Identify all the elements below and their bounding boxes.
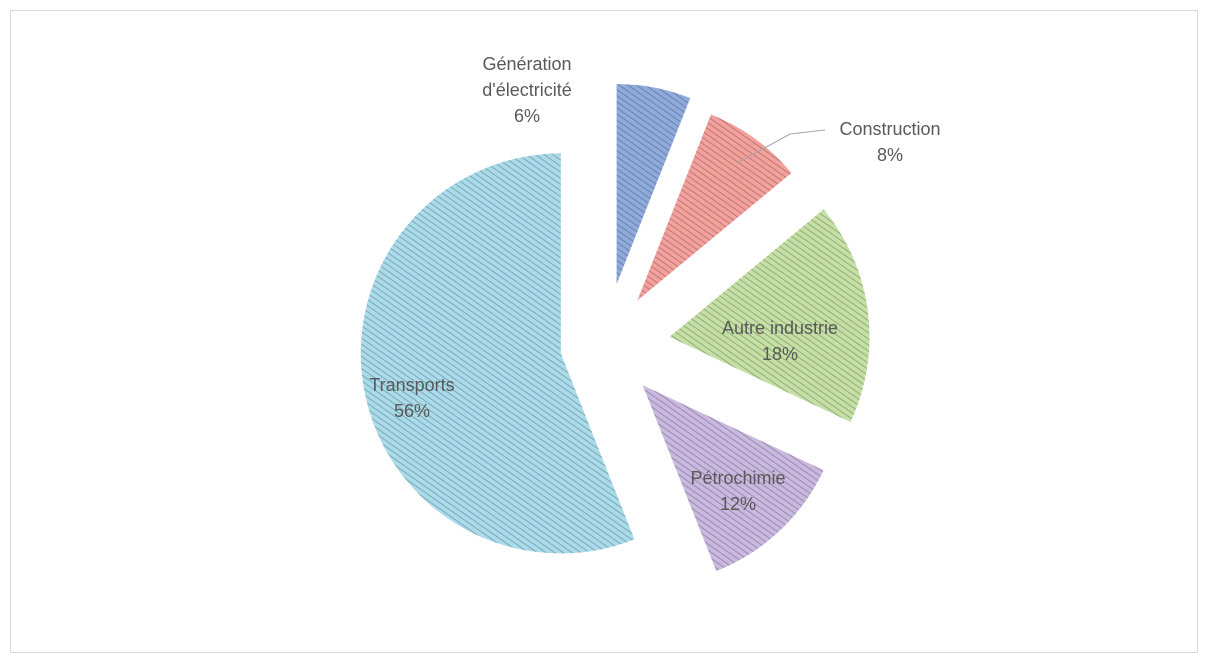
category-label: Pétrochimie [690,468,786,488]
pie-slice [637,114,792,301]
percent-label: 12% [719,494,757,514]
pie-slice [669,209,870,423]
category-label: Génération d'électricité [482,54,572,100]
percent-label: 56% [393,401,431,421]
data-label: Pétrochimie 12% [653,465,823,517]
percent-label: 8% [876,145,903,165]
percent-label: 18% [761,344,799,364]
data-label: Construction 8% [805,116,975,168]
pie-slice [642,385,824,572]
leader-line [737,129,826,164]
data-label: Autre industrie 18% [695,315,865,367]
pie-slice [360,153,635,554]
category-label: Construction [839,119,941,139]
data-label: Génération d'électricité 6% [462,51,592,129]
chart-border [10,10,1198,653]
pie-slice [616,84,691,285]
category-label: Transports [369,375,455,395]
category-label: Autre industrie [721,318,839,338]
percent-label: 6% [513,106,540,126]
data-label: Transports 56% [327,372,497,424]
